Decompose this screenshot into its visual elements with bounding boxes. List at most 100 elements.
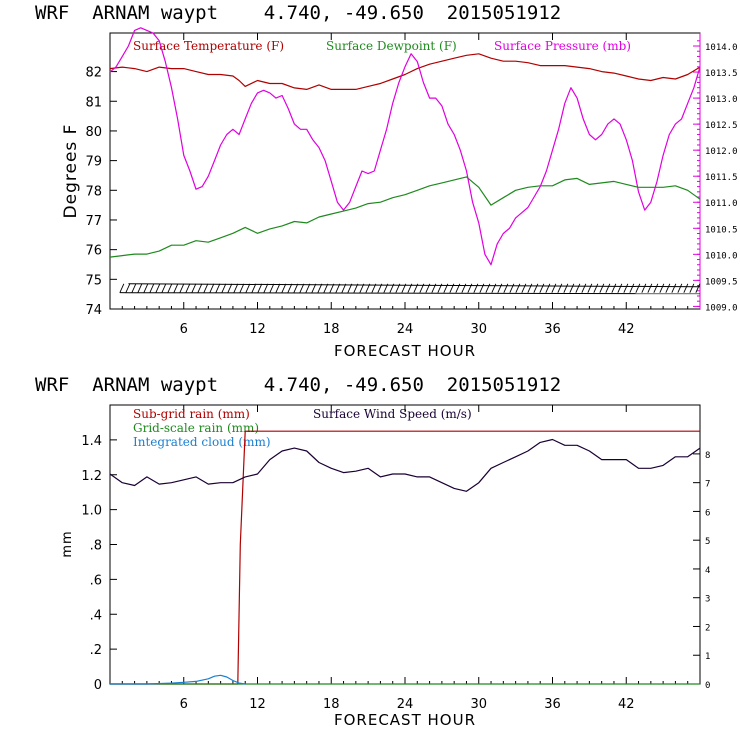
integrated-cloud-line [110,674,246,685]
precipitation-chart: WRF ARNAM waypt 4.740, -49.650 201505191… [35,374,710,729]
hatch-stroke [647,283,653,293]
hatch-stroke [533,283,539,293]
chart-title: WRF ARNAM waypt 4.740, -49.650 201505191… [35,374,561,396]
hatch-stroke [425,283,431,293]
hatch-stroke [257,283,263,293]
hatch-stroke [485,283,491,293]
hatch-stroke [557,283,563,293]
hatch-stroke [575,283,581,293]
y-tick-label: 81 [85,95,102,110]
hatch-stroke [281,283,287,293]
y2-tick-label: 8 [705,451,710,461]
y-tick-label: 80 [85,125,102,140]
hatch-stroke [155,283,161,293]
hatch-stroke [599,283,605,293]
hatch-stroke [527,283,533,293]
hatch-stroke [443,283,449,293]
y2-tick-label: 1010.5 [705,225,738,235]
x-axis: 6 12 18 24 30 36 42 [121,405,689,712]
hatch-stroke [371,283,377,293]
legend: Sub-grid rain (mm) Grid-scale rain (mm) … [133,407,472,449]
hatch-stroke [245,283,251,293]
y-tick-label: 79 [85,155,102,170]
hatch-stroke [383,283,389,293]
legend: Surface Temperature (F) Surface Dewpoint… [133,39,631,53]
y-tick-label: 82 [85,66,102,81]
hatch-stroke [689,283,695,293]
y2-tick-label: 2 [705,623,710,633]
x-axis-title: FORECAST HOUR [334,342,476,360]
hatch-stroke [185,283,191,293]
temperature-chart: WRF ARNAM waypt 4.740, -49.650 201505191… [35,2,738,360]
y-tick-label: .4 [90,608,102,623]
hatch-stroke [377,283,383,293]
hatch-stroke [473,283,479,293]
hatch-stroke [521,283,527,293]
x-tick-label: 18 [323,697,340,712]
hatch-stroke [683,283,689,293]
hatch-stroke [419,283,425,293]
hatch-stroke [311,283,317,293]
hatch-stroke [275,283,281,293]
hatch-stroke [431,283,437,293]
hatch-stroke [299,283,305,293]
hatch-stroke [317,283,323,293]
hatch-stroke [227,283,233,293]
hatch-stroke [287,283,293,293]
hatch-stroke [641,283,647,293]
y-axis-right: 1009.0 1009.5 1010.0 1010.5 1011.0 1011.5 1012… [693,40,738,313]
hatch-stroke [161,283,167,293]
x-tick-label: 36 [544,322,561,337]
hatch-stroke [239,283,245,293]
hatch-stroke [569,283,575,293]
hatch-stroke [659,283,665,293]
hatch-stroke [221,283,227,293]
hatch-stroke [581,283,587,293]
hatch-stroke [617,283,623,293]
hatch-stroke [545,283,551,293]
hatch-stroke [329,283,335,293]
y2-tick-label: 1009.5 [705,277,738,287]
hatch-stroke [323,283,329,293]
y2-tick-label: 1011.5 [705,173,738,183]
y2-tick-label: 4 [705,566,710,576]
x-tick-label: 6 [180,697,188,712]
hatch-stroke [233,283,239,293]
hatch-stroke [263,283,269,293]
hatch-stroke [209,283,215,293]
hatch-stroke [407,283,413,293]
hatch-stroke [455,283,461,293]
hatch-stroke [173,283,179,293]
y2-tick-label: 1013.0 [705,95,738,105]
hatch-stroke [629,283,635,293]
hatch-stroke [395,283,401,293]
surface-pressure-line [109,27,701,266]
y2-tick-label: 3 [705,595,710,605]
hatch-topline [128,283,701,288]
hatch-stroke [653,283,659,293]
hatch-stroke [269,283,275,293]
legend-dewpoint: Surface Dewpoint (F) [326,39,457,53]
y-tick-label: .2 [90,643,102,658]
hatch-stroke [251,283,257,293]
hatch-stroke [449,283,455,293]
y2-tick-label: 1009.0 [705,303,738,313]
hatch-stroke [179,283,185,293]
y-tick-label: 0 [94,678,102,693]
hatch-stroke [551,283,557,293]
y-tick-label: 74 [85,303,102,318]
hatch-stroke [593,283,599,293]
y2-tick-label: 1013.5 [705,69,738,79]
hatch-stroke [491,283,497,293]
hatch-stroke [671,283,677,293]
hatch-stroke [215,283,221,293]
x-tick-label: 42 [618,697,635,712]
y2-tick-label: 1011.0 [705,199,738,209]
legend-integrated-cloud: Integrated cloud (mm) [133,435,271,449]
hatch-stroke [293,283,299,293]
chart-title: WRF ARNAM waypt 4.740, -49.650 201505191… [35,2,561,24]
y-tick-label: 1.0 [81,504,102,519]
y2-tick-label: 0 [705,681,710,691]
hatch-stroke [635,283,641,293]
y-tick-label: 1.2 [81,469,102,484]
